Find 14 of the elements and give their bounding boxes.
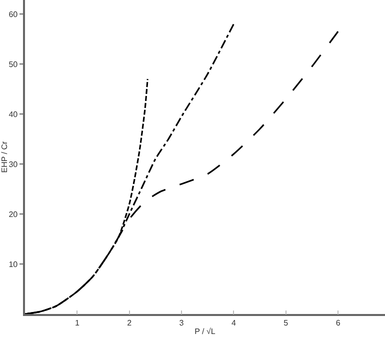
- y-axis-title: EHP / Cr: [0, 140, 9, 173]
- y-tick-label: 50: [8, 60, 18, 69]
- x-tick-label: 2: [127, 318, 132, 328]
- y-tick-label: 60: [8, 10, 18, 19]
- y-tick-label: 30: [8, 160, 18, 169]
- x-tick-label: 4: [231, 318, 236, 328]
- y-tick-label: 10: [8, 260, 18, 269]
- x-axis-title: P / √L: [194, 326, 216, 336]
- x-tick-label: 1: [74, 318, 80, 328]
- x-tick-label: 6: [336, 318, 341, 328]
- y-tick-label: 20: [8, 210, 18, 219]
- y-tick-label: 40: [8, 110, 18, 119]
- x-tick-label: 5: [284, 318, 289, 328]
- x-tick-label: 3: [179, 318, 184, 328]
